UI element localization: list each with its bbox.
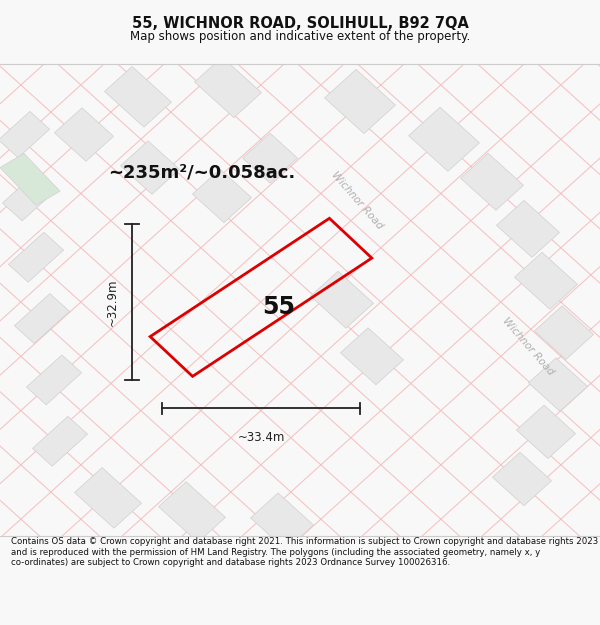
Text: ~32.9m: ~32.9m <box>106 278 119 326</box>
Polygon shape <box>26 355 82 405</box>
Polygon shape <box>461 153 523 210</box>
Polygon shape <box>242 133 298 183</box>
Polygon shape <box>311 271 373 328</box>
Text: Wichnor Road: Wichnor Road <box>500 316 556 378</box>
Polygon shape <box>529 358 587 411</box>
Polygon shape <box>74 468 142 528</box>
Polygon shape <box>8 232 64 282</box>
Polygon shape <box>158 482 226 542</box>
Text: Wichnor Road: Wichnor Road <box>329 170 385 231</box>
Polygon shape <box>515 253 577 309</box>
Polygon shape <box>493 452 551 506</box>
Text: 55: 55 <box>263 295 296 319</box>
Polygon shape <box>32 416 88 466</box>
Text: ~235m²/~0.058ac.: ~235m²/~0.058ac. <box>108 163 295 181</box>
Polygon shape <box>2 171 58 221</box>
Polygon shape <box>0 153 60 205</box>
Polygon shape <box>325 69 395 134</box>
Polygon shape <box>194 57 262 118</box>
Polygon shape <box>497 201 559 258</box>
Polygon shape <box>193 169 251 222</box>
Polygon shape <box>55 108 113 161</box>
Polygon shape <box>409 107 479 171</box>
Polygon shape <box>251 493 313 550</box>
Text: Contains OS data © Crown copyright and database right 2021. This information is : Contains OS data © Crown copyright and d… <box>11 538 598 568</box>
Text: ~33.4m: ~33.4m <box>238 431 284 444</box>
Polygon shape <box>517 405 575 459</box>
Polygon shape <box>14 294 70 344</box>
Polygon shape <box>104 66 172 127</box>
Polygon shape <box>0 111 50 158</box>
Text: Map shows position and indicative extent of the property.: Map shows position and indicative extent… <box>130 30 470 43</box>
Polygon shape <box>341 328 403 385</box>
Text: 55, WICHNOR ROAD, SOLIHULL, B92 7QA: 55, WICHNOR ROAD, SOLIHULL, B92 7QA <box>131 16 469 31</box>
Polygon shape <box>121 141 179 194</box>
Polygon shape <box>535 306 593 359</box>
